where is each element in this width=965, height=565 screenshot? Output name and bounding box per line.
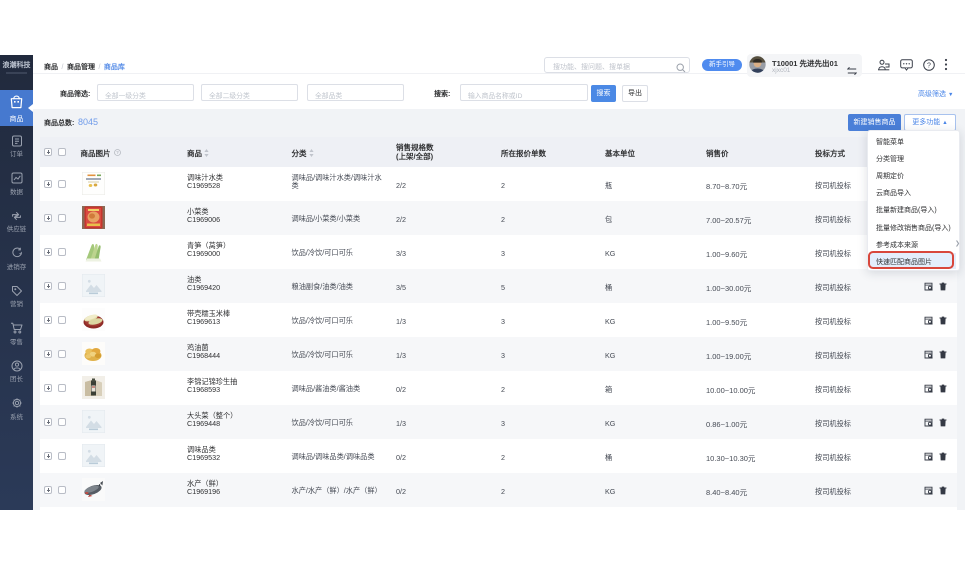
svg-text:?: ? [116, 150, 119, 155]
svg-text:?: ? [927, 62, 931, 69]
